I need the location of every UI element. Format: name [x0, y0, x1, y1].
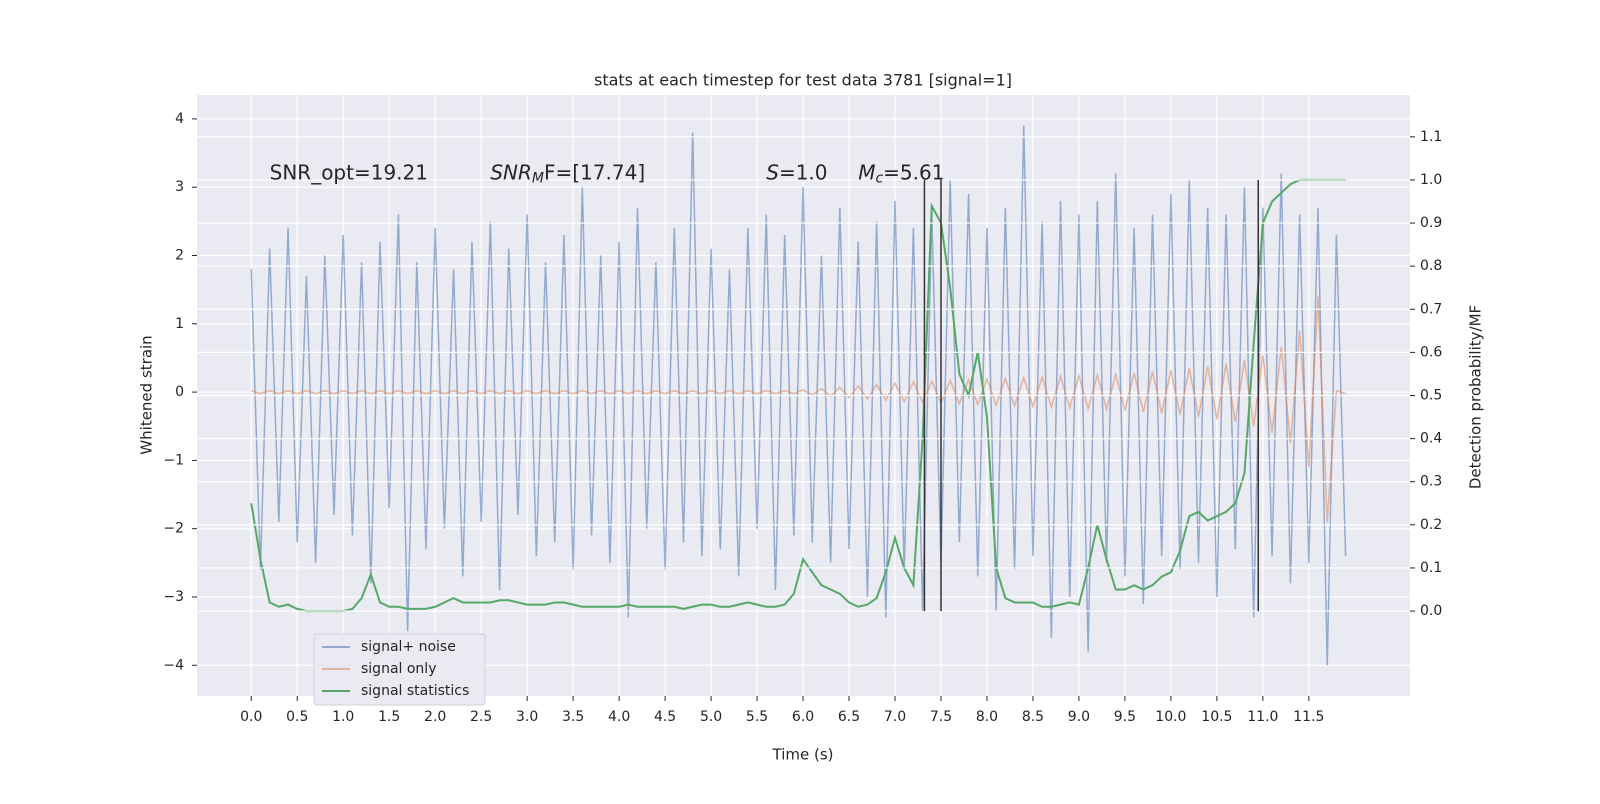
- y2-tick-label: 0.8: [1420, 258, 1442, 274]
- annotation-text: S: [766, 160, 779, 184]
- annotation-text: SNR_opt=19.21: [270, 160, 428, 184]
- y-tick-label: −1: [163, 452, 184, 468]
- annotation-text: =1.0: [779, 160, 828, 184]
- x-tick-label: 0.5: [286, 709, 308, 725]
- legend: signal+ noise signal only signal statistic…: [313, 633, 486, 706]
- y2-tick-label: 0.6: [1420, 344, 1442, 360]
- x-tick-label: 4.5: [654, 709, 676, 725]
- y2-tick-label: 0.2: [1420, 517, 1442, 533]
- annotation-text: SNR: [490, 160, 532, 184]
- y-tick-label: 0: [175, 384, 184, 400]
- x-tick-label: 4.0: [608, 709, 630, 725]
- annotation-text: F=[17.74]: [544, 160, 645, 184]
- y-tick-label: −2: [163, 521, 184, 537]
- series-line: [250, 178, 1346, 613]
- x-tick-label: 5.5: [746, 709, 768, 725]
- x-tick-label: 8.5: [1022, 709, 1044, 725]
- y2-tick-label: 1.0: [1420, 172, 1442, 188]
- x-tick-label: 1.5: [378, 709, 400, 725]
- annotation: SNRMF=[17.74]: [490, 160, 645, 187]
- x-tick-label: 3.0: [516, 709, 538, 725]
- x-tick-label: 11.5: [1293, 709, 1324, 725]
- series-line: [250, 125, 1347, 666]
- x-tick-label: 5.0: [700, 709, 722, 725]
- x-tick-label: 9.0: [1068, 709, 1090, 725]
- annotation-text: M: [858, 160, 875, 184]
- y-tick-label: 1: [175, 316, 184, 332]
- annotation-subscript: M: [532, 171, 544, 187]
- y-tick-label: 3: [175, 179, 184, 195]
- x-tick-label: 3.5: [562, 709, 584, 725]
- x-tick-label: 11.0: [1247, 709, 1278, 725]
- x-tick-label: 7.0: [884, 709, 906, 725]
- y-tick-label: 4: [175, 111, 184, 127]
- chart-title: stats at each timestep for test data 378…: [594, 71, 1012, 90]
- x-axis-label: Time (s): [772, 746, 834, 764]
- y2-tick-label: 0.4: [1420, 431, 1442, 447]
- y2-tick-label: 1.1: [1420, 129, 1442, 145]
- x-tick-label: 9.5: [1114, 709, 1136, 725]
- annotation-text: =5.61: [883, 160, 944, 184]
- y2-axis-label: Detection probability/MF: [1467, 305, 1485, 489]
- x-tick-label: 0.0: [240, 709, 262, 725]
- x-tick-label: 6.5: [838, 709, 860, 725]
- legend-label: signal statistics: [361, 683, 469, 699]
- x-tick-label: 7.5: [930, 709, 952, 725]
- legend-label: signal+ noise: [361, 639, 456, 655]
- annotation-subscript: c: [875, 171, 883, 187]
- y2-tick-label: 0.9: [1420, 215, 1442, 231]
- y-axis-label: Whitened strain: [138, 335, 156, 454]
- x-tick-label: 10.5: [1201, 709, 1232, 725]
- y2-tick-label: 0.1: [1420, 560, 1442, 576]
- x-tick-label: 10.0: [1155, 709, 1186, 725]
- y2-tick-label: 0.0: [1420, 603, 1442, 619]
- y2-tick-label: 0.3: [1420, 474, 1442, 490]
- x-tick-label: 1.0: [332, 709, 354, 725]
- legend-label: signal only: [361, 661, 436, 677]
- y-tick-label: −3: [163, 589, 184, 605]
- y2-tick-label: 0.7: [1420, 301, 1442, 317]
- legend-box: [313, 633, 486, 706]
- x-tick-label: 6.0: [792, 709, 814, 725]
- y2-tick-label: 0.5: [1420, 388, 1442, 404]
- annotation: SNR_opt=19.21: [270, 160, 428, 184]
- y-tick-label: −4: [163, 657, 184, 673]
- y-tick-label: 2: [175, 247, 184, 263]
- annotation: Mc=5.61: [858, 160, 944, 187]
- x-tick-label: 8.0: [976, 709, 998, 725]
- x-tick-label: 2.5: [470, 709, 492, 725]
- series-line: [251, 296, 1346, 522]
- annotation: S=1.0: [766, 160, 827, 184]
- x-tick-label: 2.0: [424, 709, 446, 725]
